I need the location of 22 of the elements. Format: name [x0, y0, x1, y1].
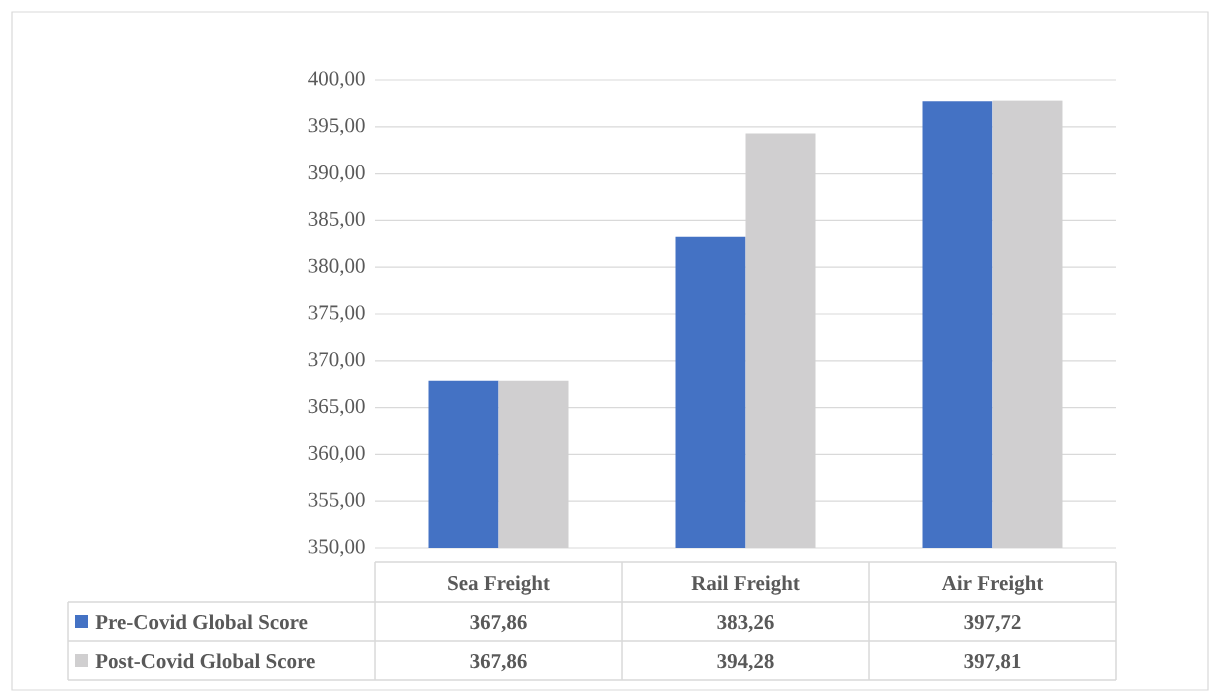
data-label: 397,72	[964, 615, 1021, 633]
x-tick-label: Air Freight	[941, 575, 1044, 595]
data-label: 367,86	[470, 615, 527, 633]
y-tick-label: 375,00	[308, 305, 365, 323]
data-label: 383,26	[717, 615, 774, 633]
x-tick-label: Sea Freight	[448, 575, 550, 595]
data-label: 394,28	[717, 654, 774, 672]
y-tick-label: 395,00	[308, 118, 365, 136]
data-label: 367,86	[470, 654, 527, 672]
y-tick-label: 380,00	[308, 258, 365, 276]
y-tick-label: 390,00	[308, 165, 365, 183]
y-tick-label: 350,00	[308, 539, 365, 557]
y-tick-label: 355,00	[308, 492, 365, 510]
legend-label: Post-Covid Global Score	[95, 653, 315, 669]
y-tick-label: 360,00	[308, 445, 365, 463]
y-tick-label: 385,00	[308, 211, 365, 229]
y-tick-label: 370,00	[308, 352, 365, 370]
legend-label: Pre-Covid Global Score	[95, 614, 308, 630]
y-tick-label: 400,00	[308, 71, 365, 89]
data-label: 397,81	[964, 654, 1021, 672]
y-tick-label: 365,00	[308, 399, 365, 417]
x-tick-label: Rail Freight	[691, 575, 800, 595]
